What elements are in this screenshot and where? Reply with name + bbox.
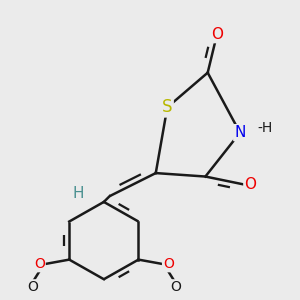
Text: O: O: [211, 27, 223, 42]
Text: -H: -H: [258, 121, 273, 135]
Text: N: N: [234, 125, 246, 140]
Text: S: S: [162, 98, 172, 116]
Text: O: O: [163, 257, 174, 271]
Text: O: O: [27, 280, 38, 294]
Text: O: O: [34, 257, 45, 271]
Text: O: O: [244, 177, 256, 192]
Text: O: O: [170, 280, 181, 294]
Text: H: H: [73, 186, 84, 201]
